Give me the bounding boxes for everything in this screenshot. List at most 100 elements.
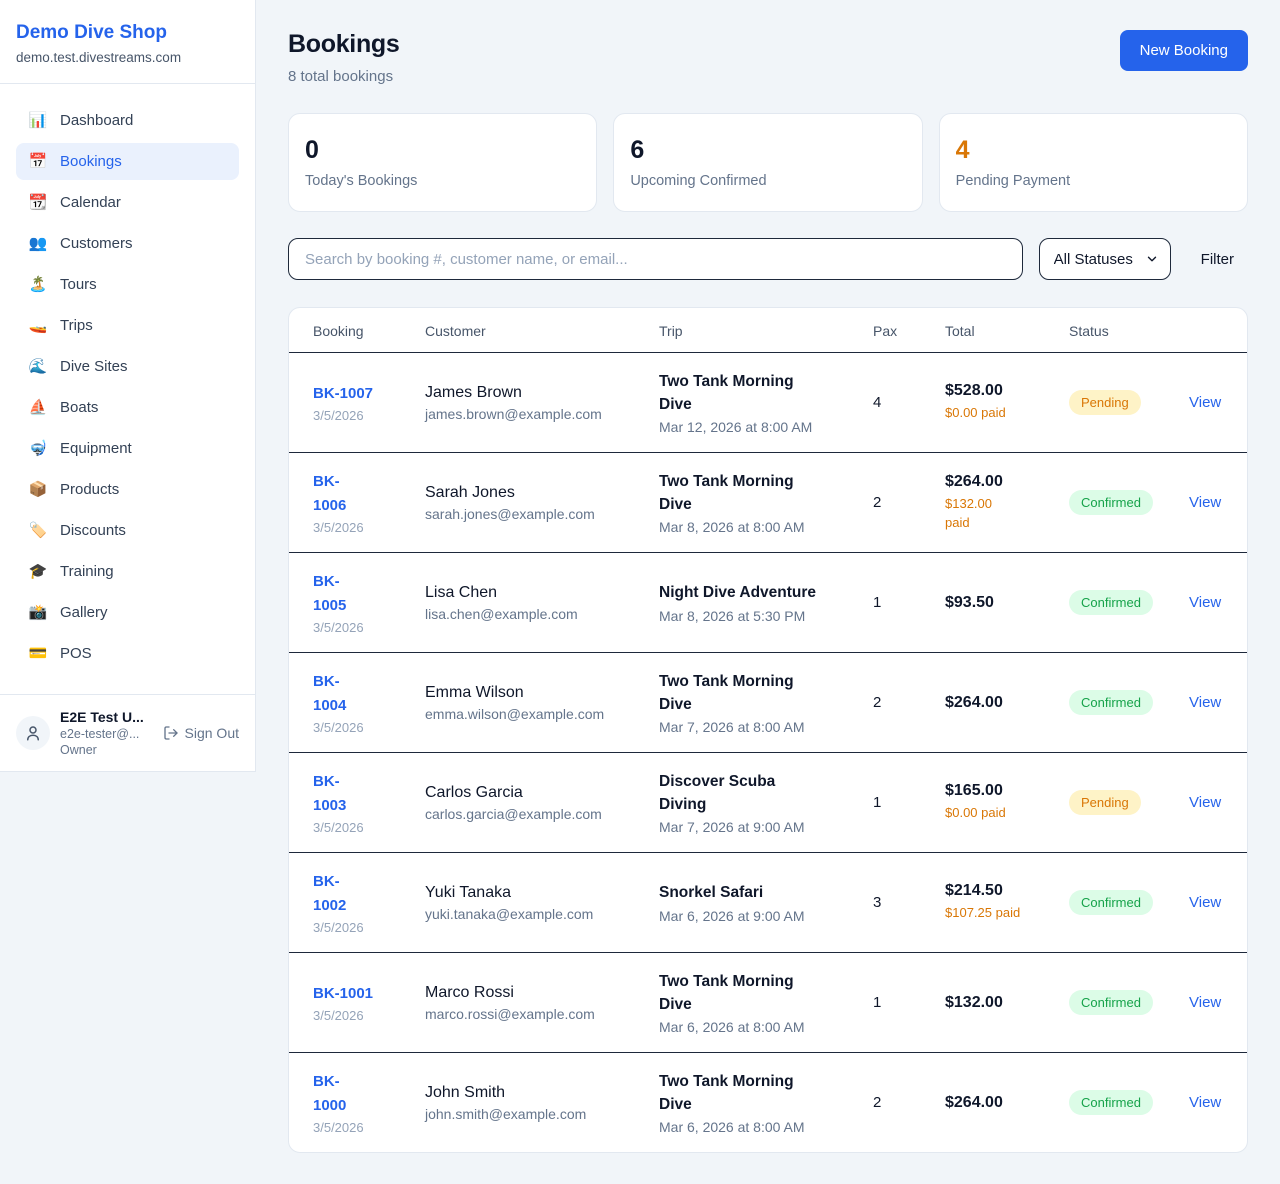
sign-out-label: Sign Out	[184, 725, 239, 741]
booking-number-link[interactable]: BK- 1005	[313, 573, 347, 614]
sidebar-item-equipment[interactable]: 🤿 Equipment	[28, 440, 132, 457]
booking-number-link[interactable]: BK- 1000	[313, 1073, 347, 1114]
status-select-wrap: All Statuses	[1038, 238, 1171, 280]
status-cell: Confirmed	[1069, 890, 1189, 915]
booking-number-link[interactable]: BK-1007	[313, 384, 374, 402]
booking-number-link[interactable]: BK- 1006	[313, 473, 347, 514]
booking-cell: BK-1001 3/5/2026	[313, 982, 425, 1023]
island-icon: 🏝️	[28, 276, 48, 293]
trip-name: Night Dive Adventure	[659, 584, 817, 602]
sidebar-nav: 📊 Dashboard 📅 Bookings 📆 Calendar 👥 Cust…	[0, 84, 255, 686]
booking-number-link[interactable]: BK- 1004	[313, 673, 347, 714]
sidebar-item-dashboard[interactable]: 📊 Dashboard	[28, 112, 134, 129]
status-cell: Confirmed	[1069, 490, 1189, 515]
sidebar-item-tours[interactable]: 🏝️ Tours	[28, 276, 97, 293]
customer-email: sarah.jones@example.com	[425, 505, 595, 522]
stat-value: 0	[305, 136, 319, 164]
customer-email: yuki.tanaka@example.com	[425, 905, 594, 922]
status-badge: Confirmed	[1069, 690, 1153, 715]
total-cell: $528.00 $0.00 paid	[945, 382, 1069, 423]
customer-name: Sarah Jones	[425, 483, 515, 501]
credit-card-icon: 💳	[28, 645, 48, 662]
camera-flash-icon: 📸	[28, 604, 48, 621]
trip-name: Snorkel Safari	[659, 884, 764, 902]
tag-icon: 🏷️	[28, 522, 48, 539]
action-cell: View	[1189, 394, 1223, 412]
stat-value: 4	[955, 136, 970, 164]
sidebar-item-calendar[interactable]: 📆 Calendar	[28, 194, 121, 211]
customer-cell: John Smith john.smith@example.com	[425, 1084, 659, 1122]
action-cell: View	[1189, 694, 1223, 712]
stat-card: 6 Upcoming Confirmed	[613, 113, 923, 212]
customer-cell: Carlos Garcia carlos.garcia@example.com	[425, 784, 659, 822]
customer-name: James Brown	[425, 383, 522, 401]
status-badge: Confirmed	[1069, 890, 1153, 915]
total-amount: $132.00	[945, 993, 1003, 1011]
sidebar-item-dive-sites[interactable]: 🌊 Dive Sites	[28, 358, 128, 375]
action-cell: View	[1189, 894, 1223, 912]
sidebar-item-discounts[interactable]: 🏷️ Discounts	[28, 522, 126, 539]
trip-cell: Two Tank Morning Dive Mar 8, 2026 at 8:0…	[659, 470, 873, 536]
stats-cards: 0 Today's Bookings 6 Upcoming Confirmed …	[288, 113, 1248, 212]
page-title: Bookings	[288, 30, 400, 58]
status-filter-select[interactable]: All Statuses	[1038, 238, 1171, 280]
booking-date: 3/5/2026	[313, 1008, 364, 1024]
sign-out-button[interactable]: Sign Out	[163, 725, 239, 741]
status-cell: Pending	[1069, 390, 1189, 415]
view-link[interactable]: View	[1189, 593, 1222, 611]
view-link[interactable]: View	[1189, 693, 1222, 711]
status-badge: Confirmed	[1069, 1090, 1153, 1115]
table-row: BK-1001 3/5/2026 Marco Rossi marco.rossi…	[289, 952, 1247, 1052]
sidebar-item-gallery[interactable]: 📸 Gallery	[28, 604, 108, 621]
trip-cell: Two Tank Morning Dive Mar 7, 2026 at 8:0…	[659, 670, 873, 736]
view-link[interactable]: View	[1189, 893, 1222, 911]
view-link[interactable]: View	[1189, 393, 1222, 411]
booking-date: 3/5/2026	[313, 408, 364, 424]
booking-number-link[interactable]: BK- 1002	[313, 873, 347, 914]
booking-number-link[interactable]: BK-1001	[313, 984, 374, 1002]
view-link[interactable]: View	[1189, 993, 1222, 1011]
customer-cell: James Brown james.brown@example.com	[425, 384, 659, 422]
view-link[interactable]: View	[1189, 1093, 1222, 1111]
new-booking-button[interactable]: New Booking	[1119, 30, 1248, 71]
trip-datetime: Mar 6, 2026 at 9:00 AM	[659, 907, 805, 924]
customer-email: lisa.chen@example.com	[425, 605, 578, 622]
trip-name: Discover Scuba Diving	[659, 772, 776, 813]
view-link[interactable]: View	[1189, 493, 1222, 511]
table-row: BK- 1004 3/5/2026 Emma Wilson emma.wilso…	[289, 652, 1247, 752]
customer-cell: Marco Rossi marco.rossi@example.com	[425, 984, 659, 1022]
sidebar-item-bookings[interactable]: 📅 Bookings	[16, 143, 239, 180]
sidebar-item-trips[interactable]: 🚤 Trips	[28, 317, 93, 334]
search-input[interactable]	[288, 238, 1023, 280]
sidebar-item-training[interactable]: 🎓 Training	[28, 563, 114, 580]
user-info: E2E Test U... e2e-tester@... Owner	[60, 709, 153, 757]
column-header-booking: Booking	[313, 323, 364, 339]
trip-cell: Snorkel Safari Mar 6, 2026 at 9:00 AM	[659, 881, 873, 923]
total-amount: $264.00	[945, 1093, 1003, 1111]
booking-cell: BK- 1006 3/5/2026	[313, 470, 425, 535]
pax-cell: 1	[873, 994, 882, 1011]
table-row: BK- 1006 3/5/2026 Sarah Jones sarah.jone…	[289, 452, 1247, 552]
pax-cell: 4	[873, 394, 882, 411]
status-cell: Confirmed	[1069, 990, 1189, 1015]
diving-mask-icon: 🤿	[28, 440, 48, 457]
booking-cell: BK-1007 3/5/2026	[313, 382, 425, 423]
column-header-pax: Pax	[873, 323, 898, 339]
view-link[interactable]: View	[1189, 793, 1222, 811]
table-row: BK- 1003 3/5/2026 Carlos Garcia carlos.g…	[289, 752, 1247, 852]
sidebar-item-pos[interactable]: 💳 POS	[28, 645, 92, 662]
paid-amount: $0.00 paid	[945, 405, 1006, 421]
booking-number-link[interactable]: BK- 1003	[313, 773, 347, 814]
sidebar-item-customers[interactable]: 👥 Customers	[28, 235, 133, 252]
total-amount: $264.00	[945, 693, 1003, 711]
pax-cell: 1	[873, 794, 882, 811]
booking-date: 3/5/2026	[313, 819, 364, 835]
filter-button[interactable]: Filter	[1187, 243, 1248, 276]
sidebar-item-products[interactable]: 📦 Products	[28, 481, 120, 498]
sailboat-icon: ⛵	[28, 399, 48, 416]
brand-name: Demo Dive Shop	[16, 22, 167, 43]
customer-email: carlos.garcia@example.com	[425, 805, 602, 822]
page-title-block: Bookings 8 total bookings	[288, 30, 400, 85]
sidebar-item-boats[interactable]: ⛵ Boats	[28, 399, 99, 416]
booking-cell: BK- 1000 3/5/2026	[313, 1070, 425, 1135]
